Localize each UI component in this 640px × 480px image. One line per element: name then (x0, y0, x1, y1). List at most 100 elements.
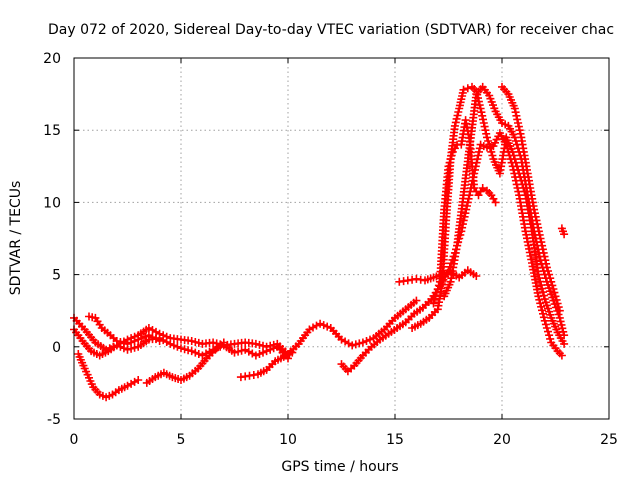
x-tick-label: 20 (493, 432, 511, 448)
data-point (485, 91, 494, 100)
data-point (431, 292, 440, 301)
data-point (351, 340, 360, 349)
data-point (553, 299, 562, 308)
data-point (481, 126, 490, 135)
data-point (412, 274, 421, 283)
y-tick-label: 20 (43, 51, 61, 67)
data-point (538, 241, 547, 250)
data-point (209, 338, 218, 347)
y-tick-label: 10 (43, 195, 61, 211)
data-point (556, 317, 565, 326)
data-point (538, 306, 546, 315)
data-point (127, 344, 136, 353)
data-point (487, 97, 496, 106)
data-point (434, 281, 443, 290)
y-tick-label: -5 (47, 412, 61, 428)
data-point (461, 209, 470, 218)
data-point (551, 292, 560, 301)
data-point (457, 95, 466, 104)
data-point (550, 288, 559, 297)
data-point (544, 304, 552, 313)
y-tick-label: 5 (52, 268, 61, 284)
data-point (477, 108, 486, 117)
data-point (541, 320, 550, 329)
data-point (542, 301, 551, 310)
series-sat-b (70, 325, 292, 363)
data-point (549, 285, 558, 293)
data-point (430, 295, 439, 304)
data-point (488, 151, 497, 160)
data-point (180, 345, 189, 354)
data-point (116, 338, 125, 346)
data-point (486, 144, 495, 153)
x-tick-label: 15 (386, 432, 404, 448)
data-point (535, 274, 544, 283)
data-point (432, 288, 441, 297)
data-point (510, 133, 519, 142)
data-point (540, 316, 549, 325)
data-point (484, 137, 493, 145)
series-sat-j (429, 116, 500, 308)
data-point (479, 119, 488, 127)
data-point (230, 348, 239, 357)
data-point (554, 310, 563, 319)
y-tick-label: 15 (43, 123, 61, 139)
data-point (444, 162, 453, 171)
data-point (539, 313, 548, 322)
series-sat-h (408, 82, 569, 348)
data-point (130, 343, 139, 352)
data-point (537, 281, 546, 290)
data-series-group (70, 82, 569, 402)
x-tick-label: 0 (70, 432, 79, 448)
data-point (112, 337, 121, 345)
data-point (255, 340, 264, 349)
series-sat-l (395, 266, 481, 286)
data-point (540, 295, 549, 304)
data-point (545, 331, 554, 340)
plot-frame (73, 57, 610, 420)
data-point (545, 270, 554, 279)
data-point (187, 337, 196, 345)
data-point (433, 285, 442, 293)
data-point (514, 119, 523, 127)
data-point (478, 184, 487, 192)
data-point (544, 327, 552, 336)
x-tick-label: 5 (177, 432, 186, 448)
x-tick-label: 10 (279, 432, 297, 448)
data-point (451, 118, 460, 127)
data-point (541, 298, 550, 307)
x-axis-label: GPS time / hours (281, 459, 398, 475)
data-point (483, 133, 491, 142)
series-sat-d (142, 338, 228, 387)
data-point (355, 339, 364, 348)
data-point (536, 299, 545, 308)
data-point (446, 155, 455, 164)
data-point (555, 306, 564, 315)
data-point (237, 346, 246, 355)
data-point (119, 338, 128, 347)
data-point (542, 263, 551, 272)
data-point (552, 295, 561, 304)
data-point (475, 144, 484, 153)
series-sat-m (557, 224, 569, 239)
data-point (486, 94, 495, 103)
data-point (536, 277, 545, 286)
data-point (558, 324, 567, 333)
data-point (542, 324, 551, 332)
data-point (219, 338, 228, 347)
data-point (191, 338, 200, 346)
data-point (447, 151, 456, 160)
data-point (348, 341, 357, 350)
data-point (155, 337, 164, 345)
data-point (530, 205, 539, 214)
data-point (557, 351, 566, 360)
data-point (560, 230, 569, 239)
data-point (548, 293, 557, 302)
data-point (487, 147, 496, 156)
data-point (454, 108, 463, 116)
data-point (475, 101, 484, 110)
data-point (511, 108, 520, 117)
x-tick-label: 25 (600, 432, 618, 448)
